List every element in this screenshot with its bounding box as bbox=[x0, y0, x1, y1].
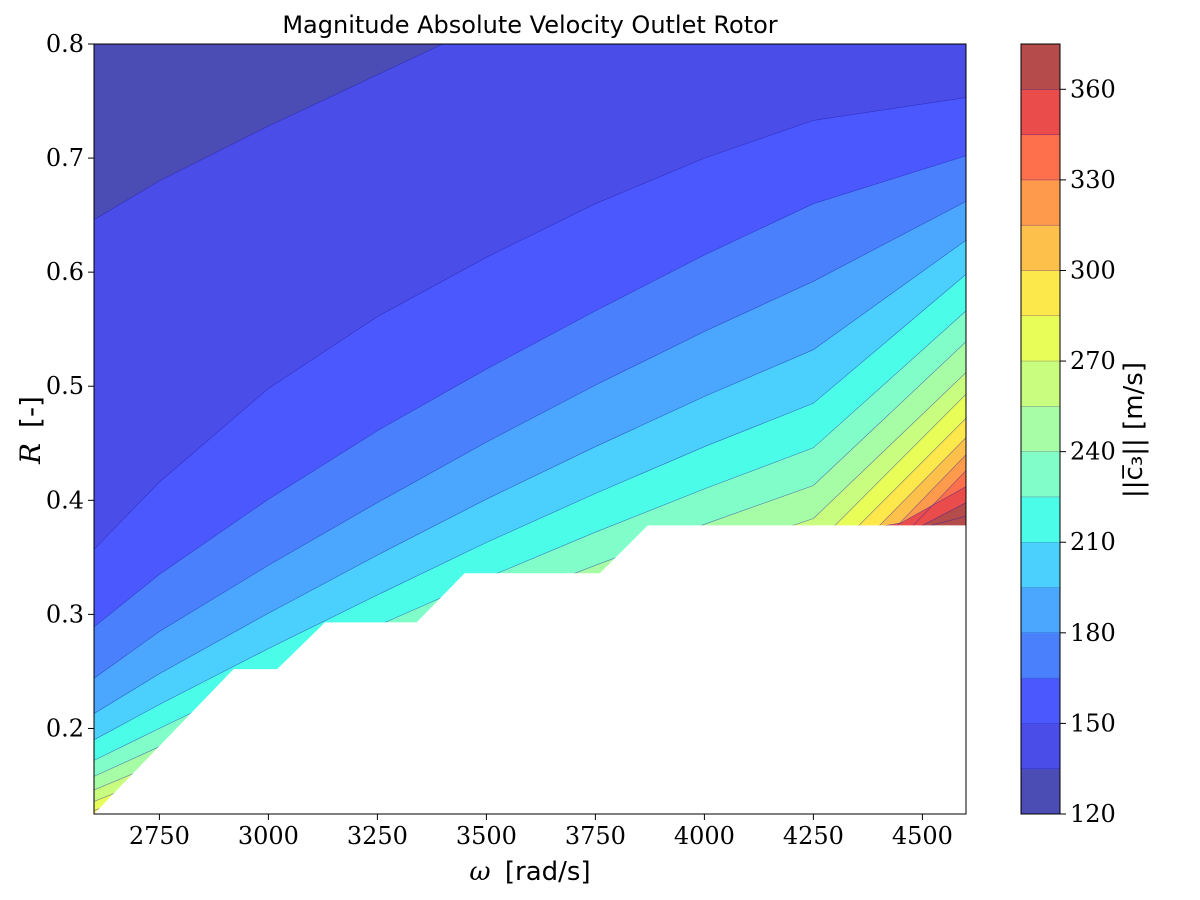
colorbar-segment bbox=[1021, 270, 1060, 317]
colorbar-tick-label: 240 bbox=[1070, 438, 1116, 466]
y-axis-label: R [-] bbox=[14, 396, 47, 465]
contour-line bbox=[94, 239, 966, 714]
colorbar-tick-label: 150 bbox=[1070, 709, 1116, 737]
colorbar-segment bbox=[1021, 361, 1060, 407]
x-tick-label: 4000 bbox=[674, 822, 735, 850]
colorbar-tick-label: 330 bbox=[1070, 166, 1116, 194]
contour-line bbox=[94, 155, 966, 628]
y-axis-unit: [-] bbox=[14, 396, 47, 428]
y-tick-label: 0.3 bbox=[46, 600, 84, 628]
colorbar-label: ||c̅₃|| [m/s] bbox=[1119, 362, 1149, 498]
y-tick-label: 0.2 bbox=[46, 714, 84, 742]
plot-frame bbox=[93, 43, 967, 815]
x-tick-label: 4250 bbox=[783, 822, 844, 850]
contour-line bbox=[94, 201, 966, 679]
colorbar-tick-label: 210 bbox=[1070, 528, 1116, 556]
contour-line bbox=[94, 274, 966, 741]
colorbar-tick-label: 270 bbox=[1070, 347, 1116, 375]
colorbar-segment bbox=[1021, 406, 1060, 453]
contour-line bbox=[94, 44, 443, 220]
x-tick-label: 4500 bbox=[892, 822, 953, 850]
x-axis-symbol: ω bbox=[469, 857, 490, 887]
x-axis-label: ω [rad/s] bbox=[469, 857, 590, 887]
x-tick-label: 3000 bbox=[238, 822, 299, 850]
x-tick-label: 3750 bbox=[565, 822, 626, 850]
colorbar-tick-label: 180 bbox=[1070, 619, 1116, 647]
colorbar-segment bbox=[1021, 89, 1060, 136]
colorbar-segment bbox=[1021, 315, 1060, 362]
x-tick-label: 3500 bbox=[456, 822, 517, 850]
invalid-region-mask bbox=[94, 525, 966, 814]
x-axis-unit: [rad/s] bbox=[505, 857, 591, 887]
x-axis: 2750 3000 3250 3500 3750 4000 4250 4500 bbox=[129, 814, 953, 850]
x-tick-label: 3250 bbox=[347, 822, 408, 850]
y-tick-label: 0.8 bbox=[46, 30, 84, 58]
contour-line bbox=[94, 97, 966, 550]
y-tick-label: 0.4 bbox=[46, 486, 84, 514]
colorbar-segment bbox=[1021, 496, 1060, 543]
y-axis: 0.2 0.3 0.4 0.5 0.6 0.7 0.8 bbox=[46, 30, 94, 742]
y-tick-label: 0.5 bbox=[46, 372, 84, 400]
colorbar-segment bbox=[1021, 225, 1060, 271]
colorbar bbox=[1021, 44, 1060, 815]
colorbar-segment bbox=[1021, 451, 1060, 498]
colorbar-segment bbox=[1021, 179, 1060, 226]
colorbar-frame bbox=[1020, 43, 1061, 815]
colorbar-segment bbox=[1021, 542, 1060, 589]
y-tick-label: 0.6 bbox=[46, 258, 84, 286]
colorbar-segment bbox=[1021, 678, 1060, 724]
colorbar-segment bbox=[1021, 134, 1060, 181]
colorbar-segment bbox=[1021, 768, 1060, 815]
colorbar-axis: 120 150 180 210 240 270 300 330 360 bbox=[1060, 75, 1116, 828]
y-tick-label: 0.7 bbox=[46, 144, 84, 172]
colorbar-segment bbox=[1021, 44, 1060, 90]
colorbar-segment bbox=[1021, 587, 1060, 634]
chart-title: Magnitude Absolute Velocity Outlet Rotor bbox=[282, 11, 777, 39]
colorbar-segment bbox=[1021, 632, 1060, 679]
y-axis-symbol: R bbox=[14, 443, 47, 465]
colorbar-segment bbox=[1021, 723, 1060, 770]
colorbar-tick-label: 360 bbox=[1070, 75, 1116, 103]
colorbar-tick-label: 300 bbox=[1070, 256, 1116, 284]
colorbar-tick-label: 120 bbox=[1070, 800, 1116, 828]
x-tick-label: 2750 bbox=[129, 822, 190, 850]
